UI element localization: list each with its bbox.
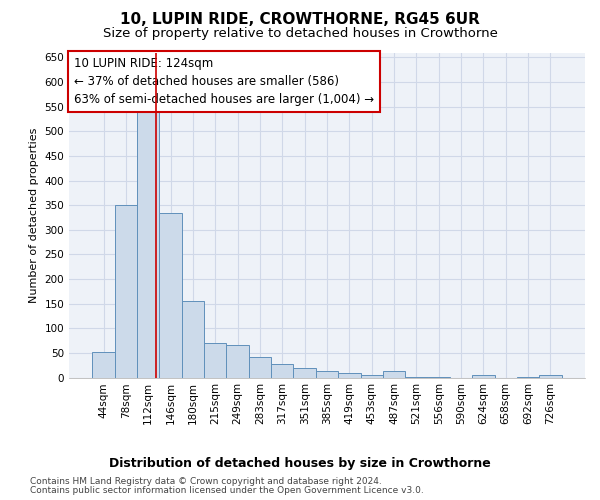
- Bar: [316, 371, 338, 378]
- Bar: [92, 352, 115, 378]
- Bar: [293, 368, 316, 378]
- Bar: [361, 375, 383, 378]
- Text: Size of property relative to detached houses in Crowthorne: Size of property relative to detached ho…: [103, 28, 497, 40]
- Text: Contains public sector information licensed under the Open Government Licence v3: Contains public sector information licen…: [30, 486, 424, 495]
- Y-axis label: Number of detached properties: Number of detached properties: [29, 128, 39, 302]
- Bar: [271, 364, 293, 378]
- Text: 10, LUPIN RIDE, CROWTHORNE, RG45 6UR: 10, LUPIN RIDE, CROWTHORNE, RG45 6UR: [120, 12, 480, 28]
- Bar: [249, 357, 271, 378]
- Bar: [472, 375, 494, 378]
- Bar: [182, 301, 204, 378]
- Text: Distribution of detached houses by size in Crowthorne: Distribution of detached houses by size …: [109, 458, 491, 470]
- Bar: [338, 372, 361, 378]
- Bar: [160, 212, 182, 378]
- Bar: [383, 371, 405, 378]
- Bar: [115, 205, 137, 378]
- Bar: [226, 346, 249, 378]
- Text: 10 LUPIN RIDE: 124sqm
← 37% of detached houses are smaller (586)
63% of semi-det: 10 LUPIN RIDE: 124sqm ← 37% of detached …: [74, 58, 374, 106]
- Bar: [137, 112, 160, 378]
- Bar: [204, 343, 226, 378]
- Text: Contains HM Land Registry data © Crown copyright and database right 2024.: Contains HM Land Registry data © Crown c…: [30, 477, 382, 486]
- Bar: [405, 376, 428, 378]
- Bar: [428, 376, 450, 378]
- Bar: [517, 376, 539, 378]
- Bar: [539, 375, 562, 378]
